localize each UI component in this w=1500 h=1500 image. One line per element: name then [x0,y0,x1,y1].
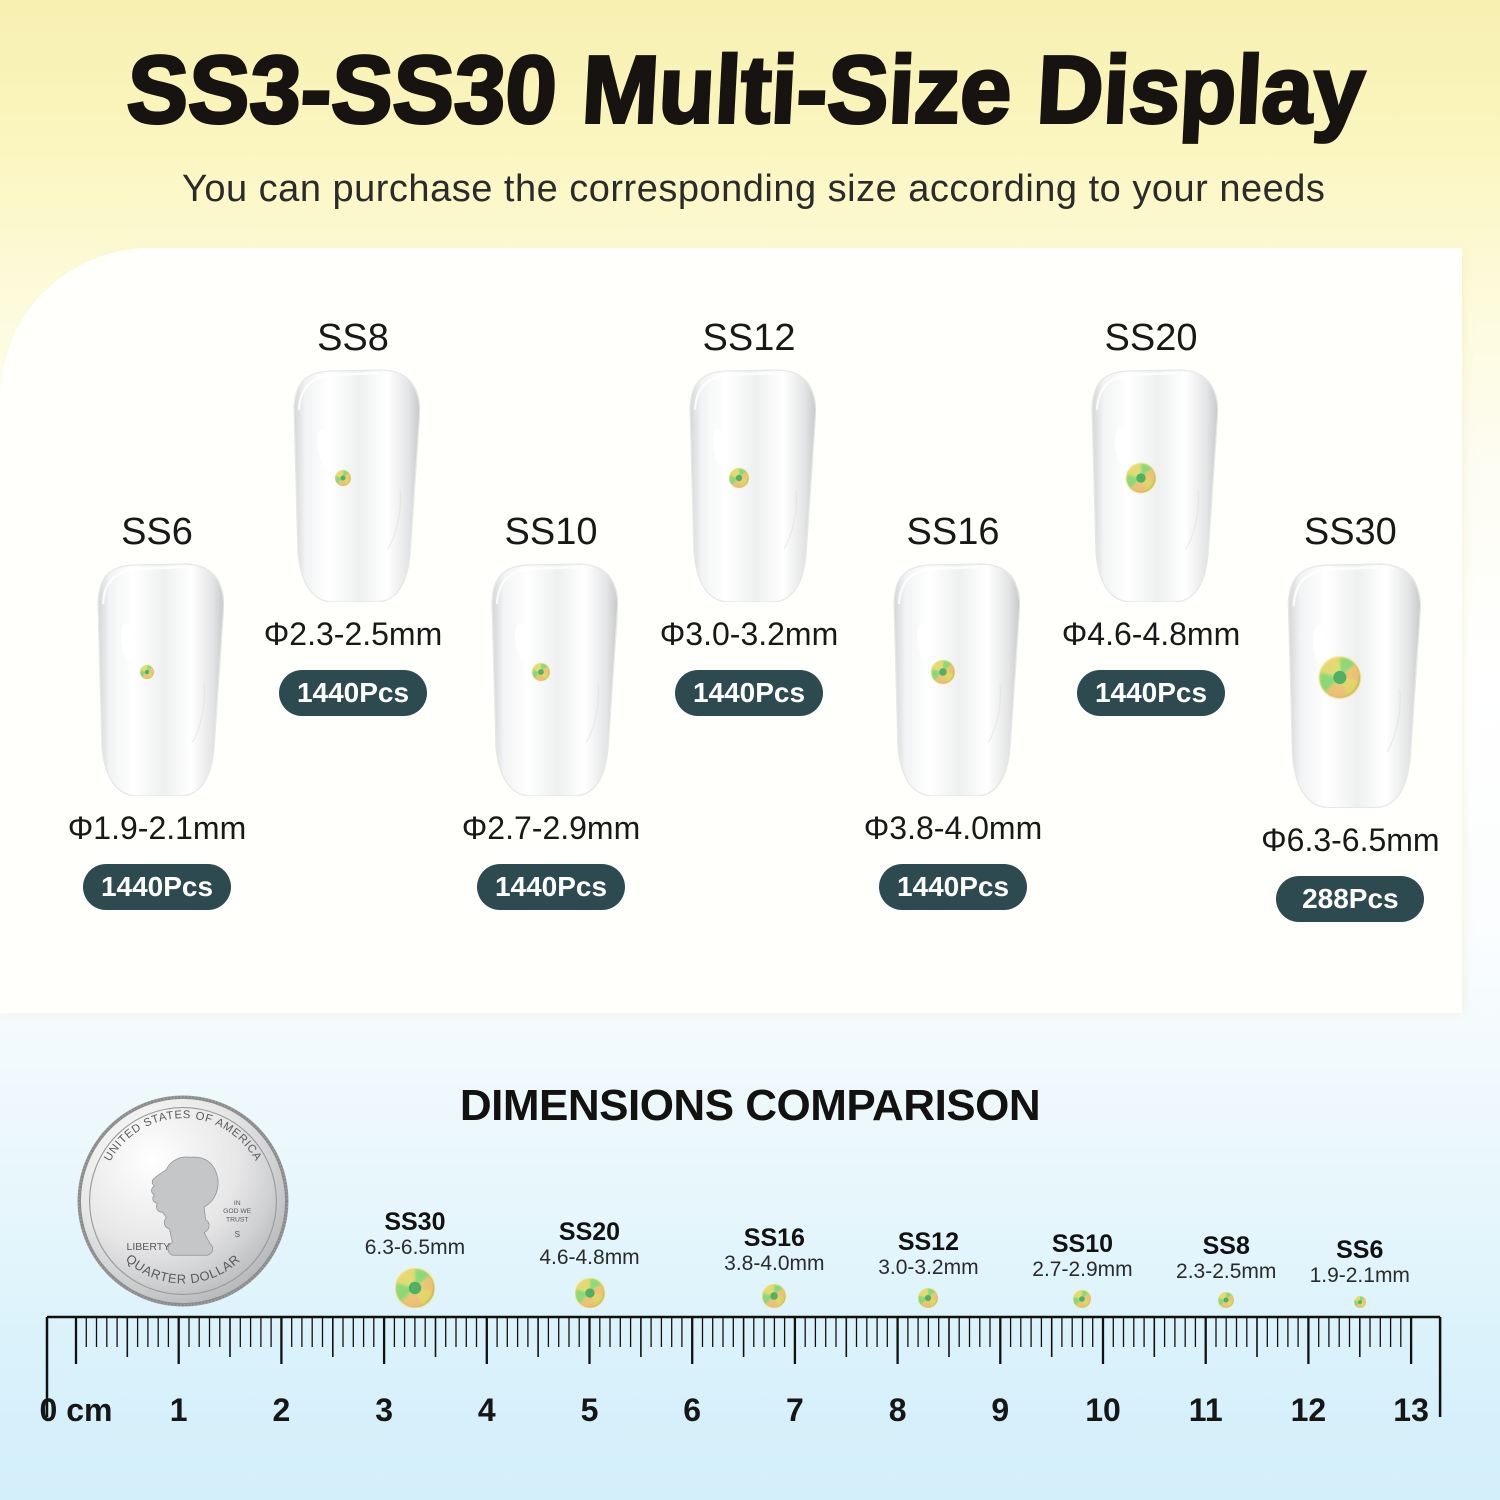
svg-text:12: 12 [1291,1392,1327,1428]
svg-text:8: 8 [889,1392,907,1428]
svg-text:11: 11 [1189,1392,1223,1428]
svg-text:0 cm: 0 cm [40,1392,113,1428]
svg-text:10: 10 [1085,1392,1121,1428]
svg-text:13: 13 [1393,1392,1429,1428]
svg-text:3: 3 [375,1392,393,1428]
svg-text:2: 2 [273,1392,291,1428]
svg-text:7: 7 [786,1392,804,1428]
svg-text:6: 6 [683,1392,701,1428]
svg-text:9: 9 [991,1392,1009,1428]
svg-text:4: 4 [478,1392,496,1428]
svg-text:1: 1 [170,1392,188,1428]
svg-text:5: 5 [581,1392,599,1428]
